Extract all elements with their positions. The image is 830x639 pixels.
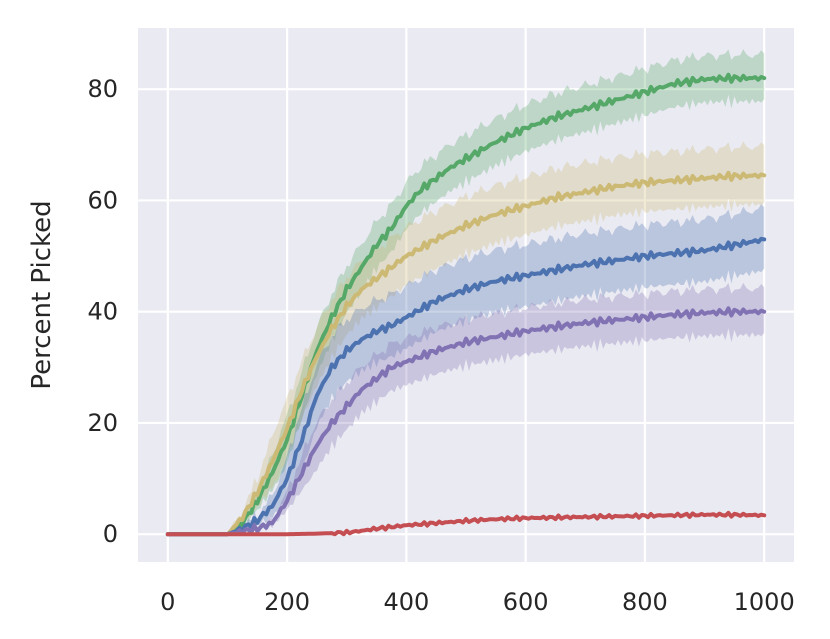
plot-area-background [138, 28, 794, 562]
series-1-line [165, 72, 767, 537]
y-axis-label: Percent Picked [27, 200, 57, 389]
x-tick-label: 200 [264, 588, 310, 616]
series-3-line [165, 236, 767, 537]
y-tick-label: 60 [87, 186, 118, 214]
series-2-line [165, 170, 767, 537]
x-tick-label: 1000 [734, 588, 795, 616]
x-tick-label: 800 [622, 588, 668, 616]
y-axis-ticks: 0 20 40 60 80 [87, 75, 118, 548]
x-tick-label: 600 [503, 588, 549, 616]
x-axis-ticks: 0 200 400 600 800 1000 [160, 588, 795, 616]
series-4-band [167, 282, 765, 537]
series-lines [165, 72, 767, 537]
y-tick-label: 40 [87, 298, 118, 326]
x-tick-label: 0 [160, 588, 175, 616]
series-1-band [167, 49, 765, 535]
x-tick-label: 400 [383, 588, 429, 616]
series-5-line [165, 510, 767, 537]
y-tick-label: 80 [87, 75, 118, 103]
y-tick-label: 20 [87, 409, 118, 437]
series-3-band [167, 204, 765, 535]
grid-lines [138, 28, 794, 562]
y-tick-label: 0 [103, 520, 118, 548]
series-4-line [165, 306, 767, 537]
